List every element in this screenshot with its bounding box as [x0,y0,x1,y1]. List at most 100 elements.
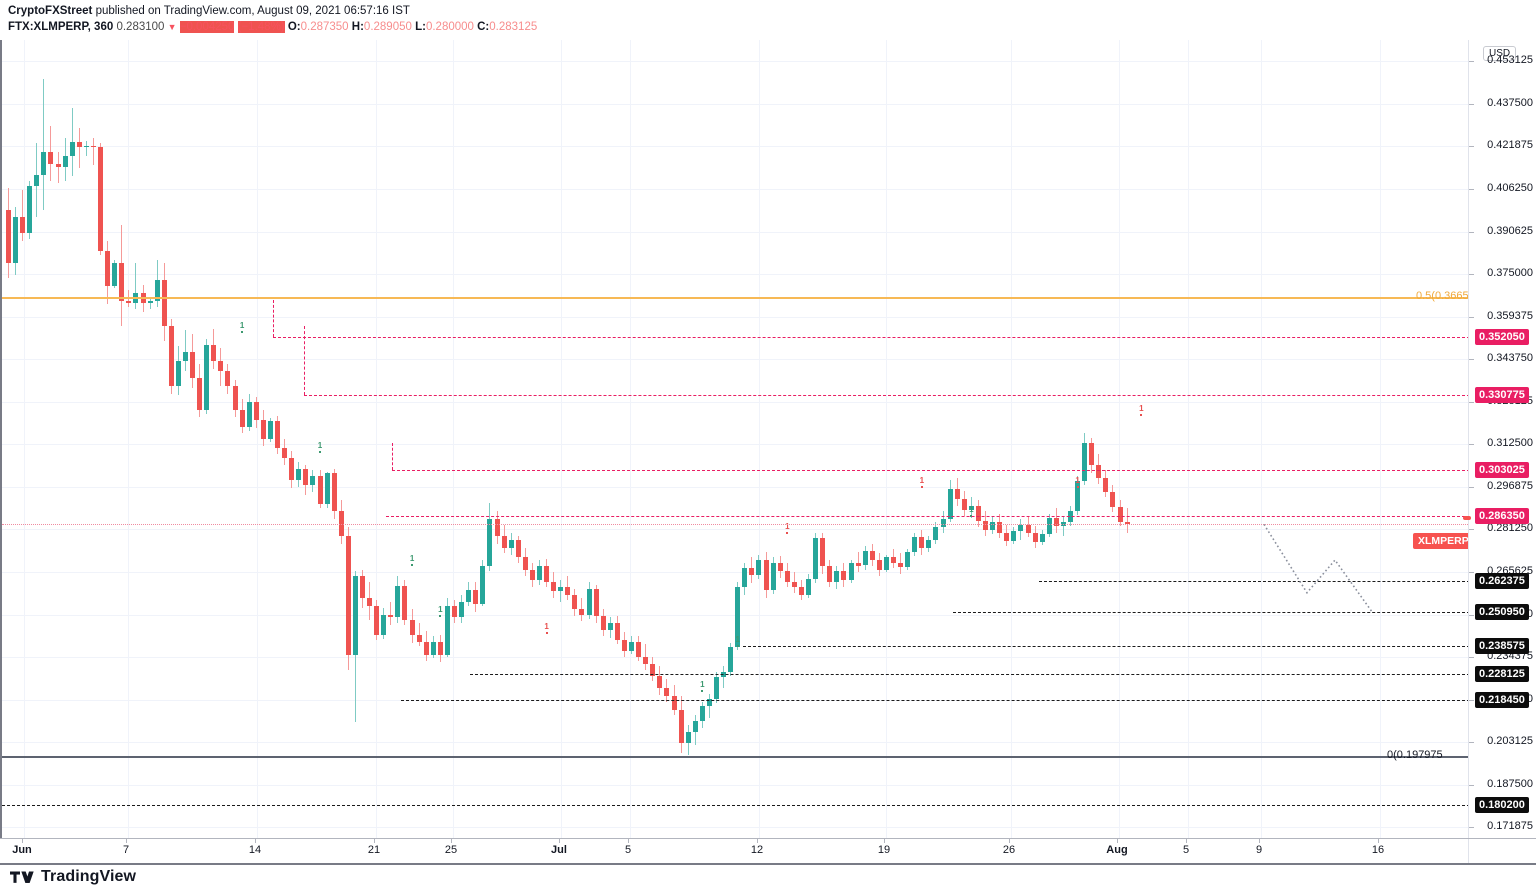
signal-marker: 1 [782,523,792,535]
candle-body [770,562,776,591]
candle-body [374,606,380,635]
candle-body [296,468,302,480]
time-tick-label: 19 [877,844,891,856]
price-level-tag[interactable]: 0.262375 [1475,572,1529,589]
resistance-line-0352050 [273,336,1470,338]
candle-body [820,538,826,566]
gridline-vertical [561,40,562,838]
gridline-horizontal [2,188,1470,190]
candle-body [926,539,932,548]
candle-body [664,688,670,697]
price-tick-mark [1469,188,1474,190]
gridline-horizontal [2,103,1470,105]
candle-wick [185,329,186,371]
support-line-0180200 [2,804,1470,806]
candle-body [699,705,705,721]
high-label: H: [351,21,364,33]
time-tick-mark [559,839,560,843]
signal-marker: 1 [1136,404,1146,416]
signal-marker: 1 [435,606,445,618]
price-axis[interactable]: USD 0.453125 0.437500 0.421875 0.406250 0.39… [1463,40,1536,838]
candle-body [685,731,691,743]
candle-body [190,351,196,378]
gridline-vertical [1188,40,1189,838]
candle-body [537,565,542,581]
candle-body [1011,531,1017,541]
price-tick-mark [1469,274,1474,276]
candle-body [827,565,833,582]
candle-body [459,602,465,618]
price-tick-label: 0.171875 [1487,820,1533,833]
price-level-tag[interactable]: 0.330775 [1475,386,1529,403]
price-tick-label: 0.359375 [1487,309,1533,322]
price-level-tag[interactable]: 0.228125 [1475,666,1529,683]
time-tick-label: Jul [551,844,567,856]
candle-body [161,279,167,326]
candle-body [225,370,231,386]
price-tick-label: 0.281250 [1487,522,1533,535]
time-tick-label: 21 [367,844,381,856]
candle-body [6,210,11,264]
price-tick-mark [1469,231,1474,233]
gridline-horizontal [2,827,1470,829]
candle-body [218,361,224,371]
candle-body [204,344,210,411]
gridline-vertical [1119,40,1120,838]
candle-body [806,579,812,596]
price-level-tag[interactable]: 0.238575 [1475,637,1529,654]
price-tick-mark [1469,657,1474,659]
gridline-horizontal [2,274,1470,276]
candle-body [912,536,918,552]
candle-body [529,569,535,581]
candle-body [1025,524,1031,533]
candle-body [798,587,804,596]
candle-body [579,609,585,615]
candle-body [813,538,819,580]
down-arrow-icon: ▼ [167,22,177,32]
candle-wick [92,137,94,166]
candle-body [402,585,408,620]
price-level-tag[interactable]: 0.303025 [1475,462,1529,479]
price-tick-mark [1469,784,1474,786]
candle-body [303,468,309,486]
candle-body [1124,521,1130,525]
price-level-tag[interactable]: 0.286350 [1475,507,1529,524]
gridline-horizontal [2,146,1470,148]
gridline-vertical [759,40,760,838]
candle-body [565,587,571,596]
candle-body [444,606,450,656]
candle-body [253,402,259,420]
gridline-vertical [630,40,631,838]
support-line-0238575 [743,645,1470,647]
gridline-horizontal [2,359,1470,361]
candle-body [34,174,40,186]
resistance-riser [392,442,393,471]
fib-label-05: 0.5(0.3665 [1416,290,1469,303]
candle-body [338,511,344,536]
time-axis[interactable]: Jun 7 14 21 25 Jul 5 12 19 26 Aug 5 9 16 [0,838,1536,865]
candle-body [317,475,323,505]
candle-wick [418,622,420,646]
price-level-tag[interactable]: 0.250950 [1475,603,1529,620]
price-level-tag[interactable]: 0.218450 [1475,692,1529,709]
candle-body [975,505,981,521]
time-tick-mark [757,839,758,843]
price-tick-label: 0.296875 [1487,479,1533,492]
open-label: O: [287,21,301,33]
candle-body [862,550,868,566]
price-level-tag[interactable]: 0.352050 [1475,328,1529,345]
candle-body [1018,524,1024,532]
projection-polyline [1263,523,1373,613]
close-value: 0.283125 [489,21,538,33]
change-absolute: −0.004250 [179,21,235,33]
open-value: 0.287350 [300,21,349,33]
candle-body [119,263,125,302]
candle-wick [723,666,725,689]
candle-wick [43,79,45,211]
candle-body [83,146,89,148]
signal-marker: 1 [733,636,743,648]
candle-wick [560,580,562,603]
symbol-label[interactable]: FTX:XLMPERP, 360 [8,21,114,33]
price-level-tag[interactable]: 0.180200 [1475,796,1529,813]
